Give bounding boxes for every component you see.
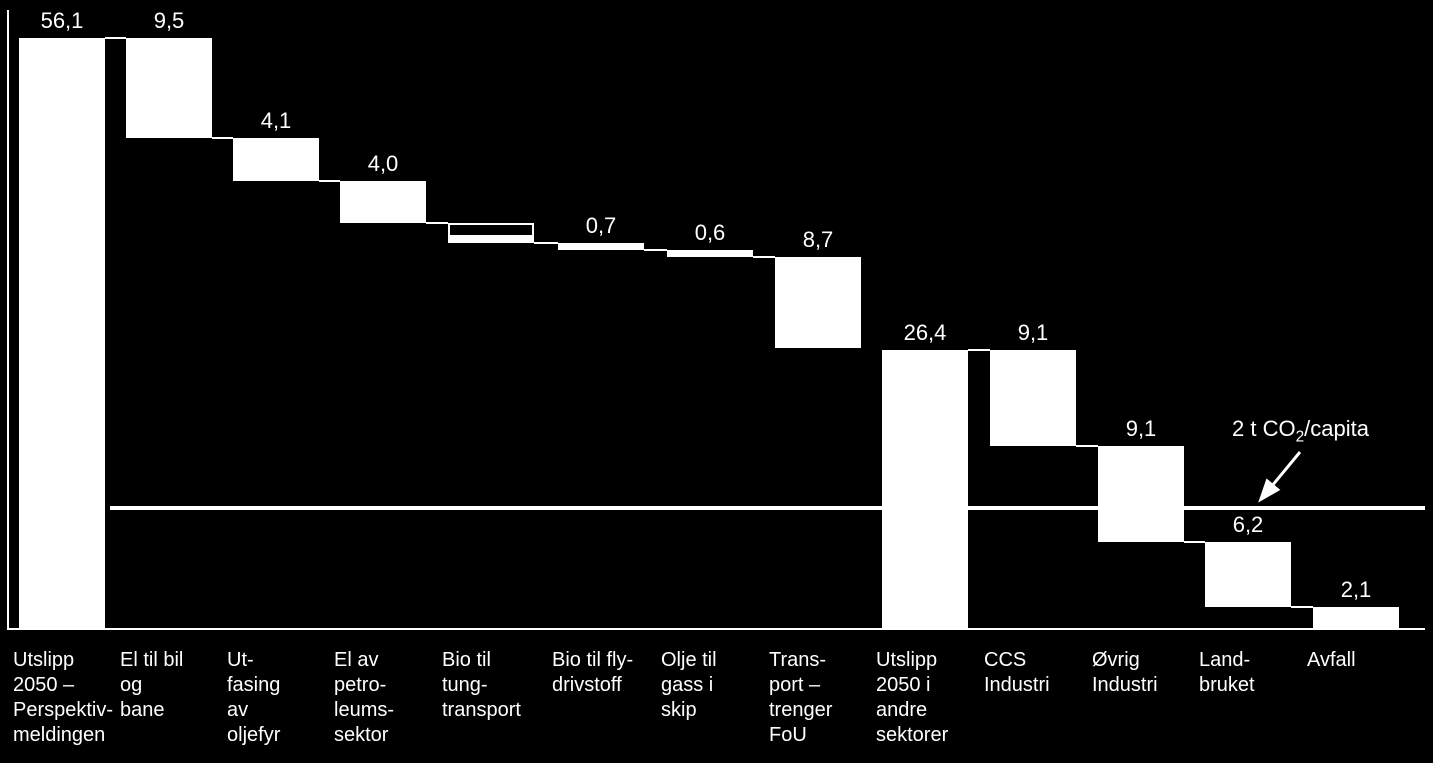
value-label: 0,7 <box>586 213 617 239</box>
category-label: Olje til gass i skip <box>661 648 717 723</box>
category-label: El til bil og bane <box>120 648 183 723</box>
value-label: 9,1 <box>1018 320 1049 346</box>
waterfall-bar <box>448 237 534 243</box>
category-label: Trans- port – trenger FoU <box>769 648 832 748</box>
waterfall-connector <box>105 37 126 39</box>
waterfall-chart: 2 t CO2/capita56,1Utslipp 2050 – Perspek… <box>0 0 1433 763</box>
value-label: 8,7 <box>803 227 834 253</box>
reference-line <box>110 506 1425 510</box>
waterfall-bar <box>990 350 1076 446</box>
waterfall-bar <box>775 257 861 349</box>
waterfall-connector <box>968 349 990 351</box>
category-label: Ut- fasing av oljefyr <box>227 648 280 748</box>
value-label: 9,5 <box>154 8 185 34</box>
plot-area: 2 t CO2/capita56,1Utslipp 2050 – Perspek… <box>0 0 1433 763</box>
value-label: 26,4 <box>904 320 947 346</box>
category-label: Utslipp 2050 i andre sektorer <box>876 648 948 748</box>
waterfall-total-bar <box>19 38 105 628</box>
waterfall-connector <box>319 180 340 182</box>
value-label: 4,0 <box>368 151 399 177</box>
waterfall-bar <box>667 250 753 256</box>
category-label: Bio til fly- drivstoff <box>552 648 633 698</box>
category-label: Land- bruket <box>1199 648 1255 698</box>
value-label: 0,6 <box>695 220 726 246</box>
waterfall-bar <box>1098 446 1184 542</box>
waterfall-connector <box>1076 445 1098 447</box>
value-label: 9,1 <box>1126 416 1157 442</box>
category-label: Avfall <box>1307 648 1356 673</box>
waterfall-connector <box>534 242 558 244</box>
waterfall-bar <box>558 243 644 250</box>
waterfall-connector <box>1291 606 1313 608</box>
waterfall-bar <box>1313 607 1399 628</box>
category-label: Bio til tung- transport <box>442 648 521 723</box>
x-axis <box>7 628 1425 630</box>
category-label: CCS Industri <box>984 648 1050 698</box>
value-label: 6,2 <box>1233 512 1264 538</box>
value-label: 4,1 <box>261 108 292 134</box>
category-label: Utslipp 2050 – Perspektiv- meldingen <box>13 648 113 748</box>
y-axis <box>7 10 9 628</box>
value-label: 56,1 <box>41 8 84 34</box>
waterfall-bar <box>1205 542 1291 607</box>
reference-arrow <box>1252 442 1310 508</box>
waterfall-connector <box>1184 541 1205 543</box>
value-label: 2,1 <box>1341 577 1372 603</box>
category-label: Øvrig Industri <box>1092 648 1158 698</box>
waterfall-bar <box>340 181 426 223</box>
waterfall-connector <box>426 222 448 224</box>
waterfall-bar <box>233 138 319 181</box>
category-label: El av petro- leums- sektor <box>334 648 394 748</box>
waterfall-total-bar <box>882 350 968 628</box>
waterfall-bar-outline <box>448 223 534 237</box>
waterfall-bar <box>126 38 212 138</box>
waterfall-connector <box>212 137 233 139</box>
waterfall-connector <box>644 249 667 251</box>
waterfall-connector <box>753 256 775 258</box>
